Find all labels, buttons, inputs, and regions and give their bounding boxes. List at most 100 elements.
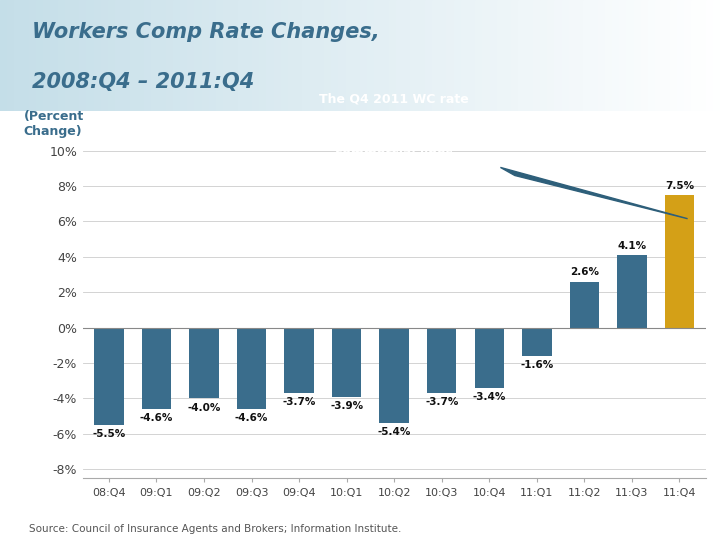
Bar [626,0,634,111]
Bar [173,0,180,111]
Text: -4.6%: -4.6% [235,413,269,423]
Text: The Q4 2011 WC rate
change was the largest
among all major
commercial lines: The Q4 2011 WC rate change was the large… [312,93,476,160]
Bar [194,0,202,111]
Bar [144,0,151,111]
Bar [310,0,317,111]
Bar [490,0,497,111]
Bar [367,0,374,111]
Bar [43,0,50,111]
Text: 2.6%: 2.6% [570,267,599,277]
Bar [410,0,418,111]
Bar [137,0,144,111]
Bar [115,0,122,111]
Bar [58,0,65,111]
Bar [554,0,562,111]
Bar [403,0,410,111]
Bar [374,0,382,111]
Bar [7,0,14,111]
Bar [570,281,599,328]
Text: -3.4%: -3.4% [472,392,506,402]
Bar [698,0,706,111]
Bar [461,0,468,111]
Bar [189,328,219,399]
Bar [36,0,43,111]
Bar [576,0,583,111]
Bar [713,0,720,111]
Bar [79,0,86,111]
Bar [454,0,461,111]
Bar [281,0,288,111]
Text: -1.6%: -1.6% [521,360,554,370]
Bar [379,328,409,423]
Bar [332,328,361,396]
Bar [238,0,245,111]
Bar [648,0,655,111]
Bar [187,0,194,111]
Bar [202,0,209,111]
Bar [223,0,230,111]
Bar [252,0,259,111]
Bar [130,0,137,111]
Text: Source: Council of Insurance Agents and Brokers; Information Institute.: Source: Council of Insurance Agents and … [29,523,401,534]
Bar [331,0,338,111]
Bar [288,0,295,111]
Bar [569,0,576,111]
Bar [706,0,713,111]
Bar [14,0,22,111]
Bar [670,0,677,111]
Bar [526,0,533,111]
Bar [209,0,216,111]
Bar [94,328,124,425]
Text: 2008:Q4 – 2011:Q4: 2008:Q4 – 2011:Q4 [32,72,255,92]
Bar [216,0,223,111]
Bar [389,0,396,111]
Bar [338,0,346,111]
Bar [590,0,598,111]
Bar [619,0,626,111]
Bar [427,328,456,393]
Bar [598,0,605,111]
Text: -5.4%: -5.4% [377,428,411,437]
Bar [230,0,238,111]
Bar [94,0,101,111]
Bar [166,0,173,111]
Bar [522,328,552,356]
Bar [72,0,79,111]
Text: -3.9%: -3.9% [330,401,363,411]
Bar [612,0,619,111]
Bar [101,0,108,111]
Bar [50,0,58,111]
Bar [0,0,7,111]
Bar [151,0,158,111]
Bar [482,0,490,111]
Text: -3.7%: -3.7% [282,397,316,408]
Text: -4.6%: -4.6% [140,413,174,423]
Bar [547,0,554,111]
Bar [324,0,331,111]
Bar [29,0,36,111]
Bar [504,0,511,111]
Text: -3.7%: -3.7% [425,397,459,408]
Bar [518,0,526,111]
Bar [396,0,403,111]
Bar [439,0,446,111]
Bar [284,328,314,393]
Bar [432,0,439,111]
Bar [617,255,647,328]
Bar [468,0,475,111]
Bar [562,0,569,111]
Bar [65,0,72,111]
Bar [22,0,29,111]
Text: Workers Comp Rate Changes,: Workers Comp Rate Changes, [32,22,380,42]
Bar [142,328,171,409]
Text: 4.1%: 4.1% [617,241,647,251]
Bar [295,0,302,111]
Bar [418,0,425,111]
Bar [497,0,504,111]
Bar [605,0,612,111]
Bar [382,0,389,111]
Bar [691,0,698,111]
Bar [474,328,504,388]
Bar [634,0,641,111]
Bar [180,0,187,111]
